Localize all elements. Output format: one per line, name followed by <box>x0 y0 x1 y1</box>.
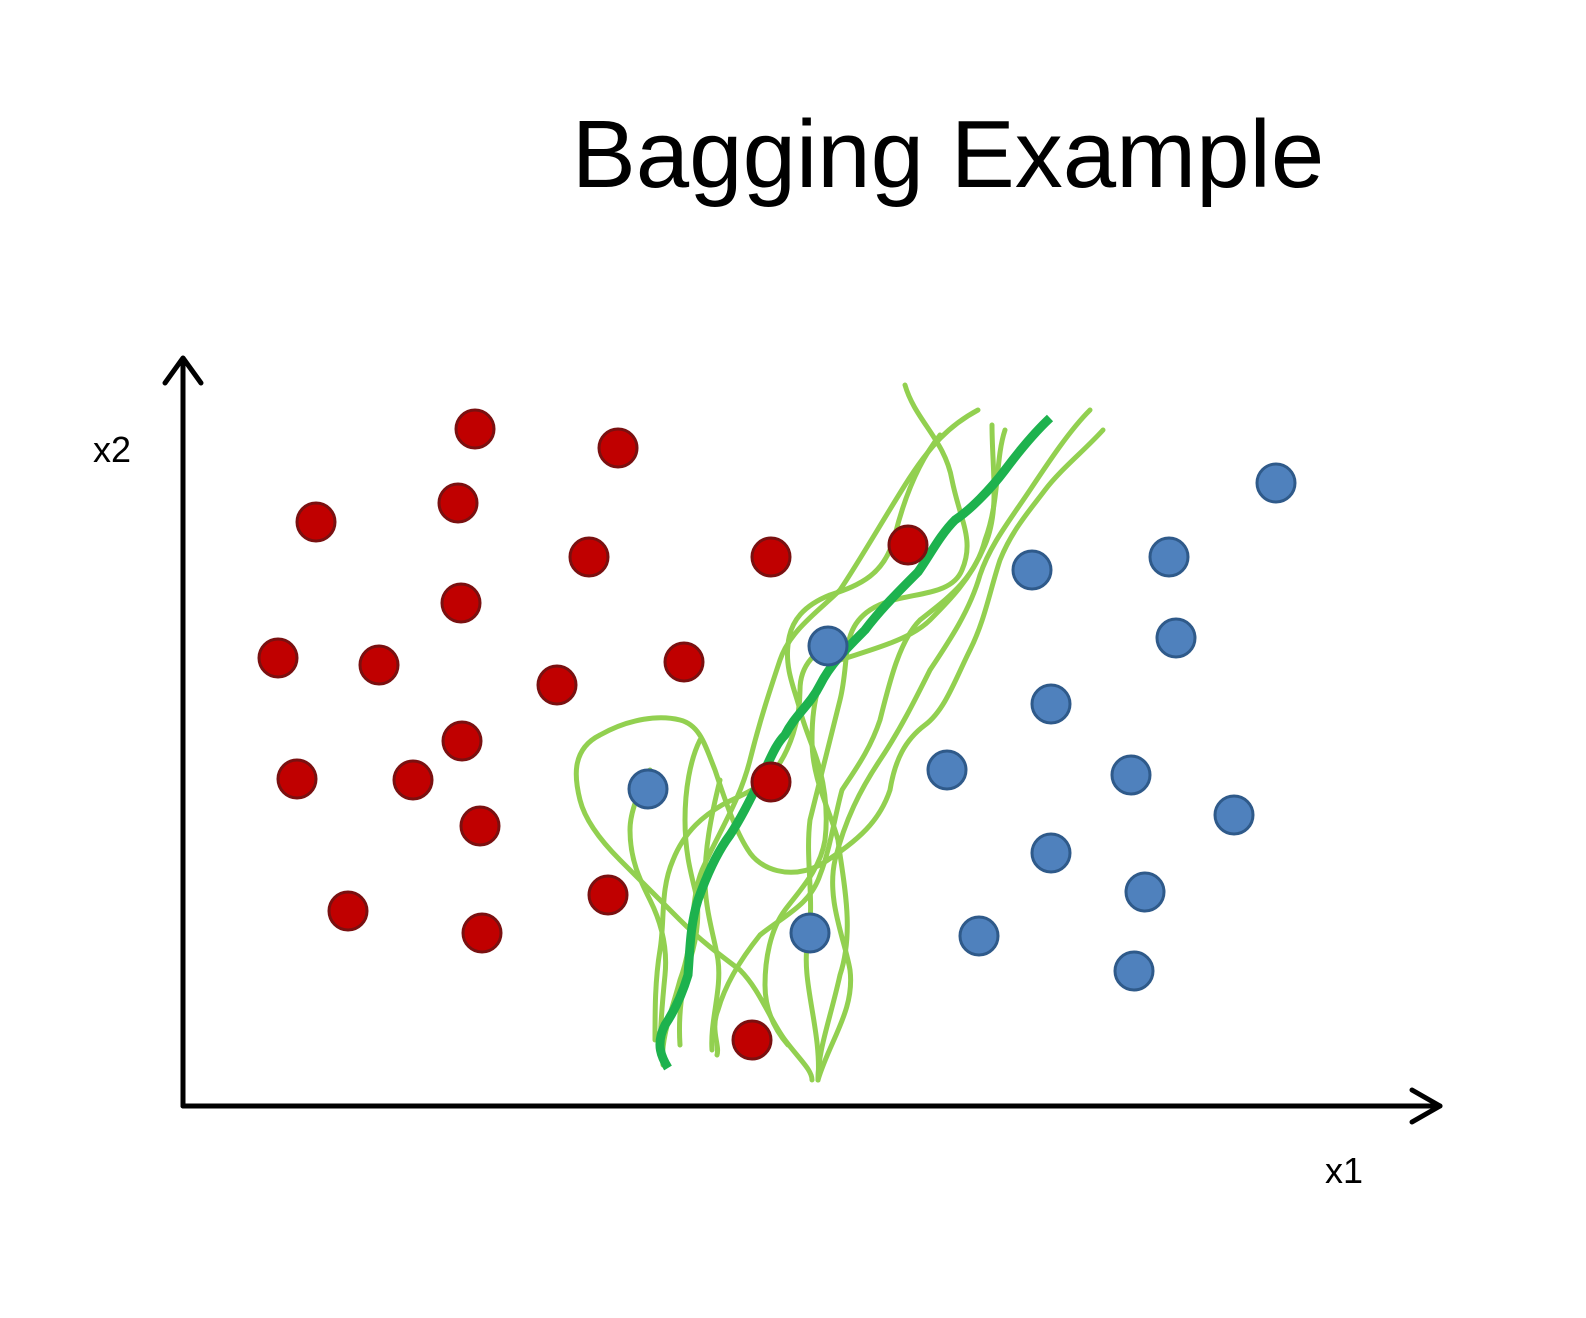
red-point <box>327 890 369 932</box>
data-points <box>257 408 1297 1061</box>
red-point <box>536 664 578 706</box>
blue-point <box>789 912 831 954</box>
red-point <box>437 482 479 524</box>
blue-point <box>1155 617 1197 659</box>
bootstrap-boundary-7 <box>762 432 943 1048</box>
red-point <box>750 536 792 578</box>
x-axis-arrowhead <box>1409 1087 1443 1125</box>
blue-point <box>627 768 669 810</box>
blue-point <box>1124 871 1166 913</box>
y-axis-label: x2 <box>93 429 131 470</box>
red-point <box>459 805 501 847</box>
bootstrap-boundary-4 <box>712 427 1008 1058</box>
blue-point <box>1110 754 1152 796</box>
blue-point <box>926 749 968 791</box>
bootstrap-boundary-8 <box>652 637 843 1043</box>
x-axis-label: x1 <box>1325 1150 1363 1191</box>
red-point <box>461 912 503 954</box>
red-point <box>392 759 434 801</box>
red-point <box>597 427 639 469</box>
red-point <box>731 1019 773 1061</box>
blue-point <box>1030 832 1072 874</box>
bagged-boundary <box>655 414 1054 1071</box>
blue-point <box>1148 536 1190 578</box>
red-point <box>587 874 629 916</box>
red-point <box>750 761 792 803</box>
red-point <box>276 758 318 800</box>
bootstrap-boundary-2 <box>660 407 981 1068</box>
bootstrap-boundary-5 <box>815 407 1093 1083</box>
red-point <box>568 536 610 578</box>
blue-point <box>1113 950 1155 992</box>
blue-point <box>1030 683 1072 725</box>
blue-point <box>958 915 1000 957</box>
bootstrap-boundary-1 <box>803 382 970 1083</box>
decision-boundaries <box>573 382 1106 1083</box>
red-point <box>441 720 483 762</box>
red-point <box>663 641 705 683</box>
red-point <box>454 408 496 450</box>
red-point <box>887 524 929 566</box>
red-point <box>358 644 400 686</box>
bootstrap-boundary-10 <box>627 767 669 1058</box>
axes <box>162 355 1443 1125</box>
red-point <box>295 501 337 543</box>
blue-point <box>1213 794 1255 836</box>
red-point <box>440 582 482 624</box>
bootstrap-boundary-9 <box>702 777 723 1053</box>
red-point <box>257 637 299 679</box>
blue-point <box>1011 549 1053 591</box>
y-axis-arrowhead <box>162 355 204 386</box>
slide-title: Bagging Example <box>571 101 1325 208</box>
blue-point <box>1255 462 1297 504</box>
blue-point <box>807 625 849 667</box>
